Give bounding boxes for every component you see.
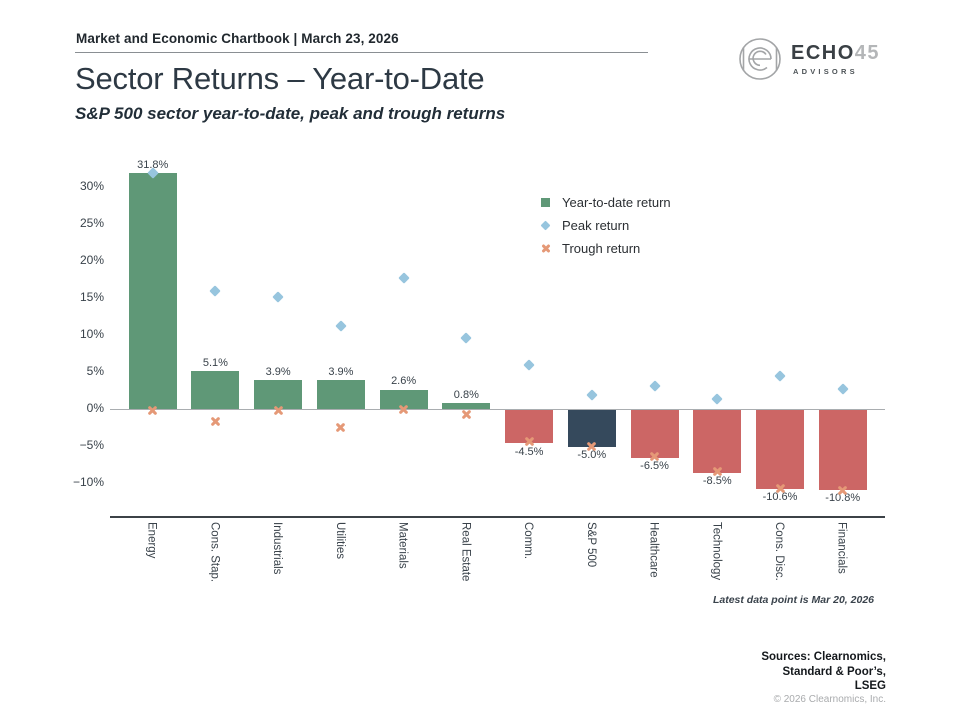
y-tick-0: 0% [86,401,104,416]
bar-value-label-materials: 2.6% [391,375,417,388]
bar-value-label-comm: -4.5% [514,445,544,458]
trough-marker-financials [837,485,848,496]
y-tick-−10: −10% [72,475,104,490]
bar-value-label-financials: -10.8% [825,492,861,505]
legend-item-trough: Trough return [541,237,671,260]
x-category-label-materials: Materials [396,522,409,569]
y-tick-10: 10% [79,327,104,341]
sources-line-2: Standard & Poor’s, [782,665,886,678]
x-category-label-s-p-500: S&P 500 [584,522,597,568]
logo-subtitle: ADVISORS [793,66,858,76]
logo-number: 45 [854,41,881,64]
bar-value-label-industrials: 3.9% [265,365,291,378]
x-category-label-utilities: Utilities [333,522,346,560]
legend-item-ytd: Year-to-date return [541,191,671,214]
legend-label-peak: Peak return [562,218,630,233]
bar-utilities [316,380,365,410]
bar-s-p-500 [567,410,616,448]
bar-value-label-healthcare: -6.5% [640,460,669,473]
trough-marker-s-p-500 [586,441,597,452]
latest-data-footnote: Latest data point is Mar 20, 2026 [712,594,874,606]
peak-marker-real-estate [460,332,473,344]
peak-marker-cons-disc [774,370,786,382]
trough-marker-energy [147,405,158,416]
legend-label-ytd: Year-to-date return [562,195,671,210]
x-category-label-cons-stap: Cons. Stap. [208,522,221,583]
trough-marker-healthcare [649,451,660,462]
bar-financials [818,410,867,491]
x-category-label-healthcare: Healthcare [647,522,660,578]
bar-cons-stap [191,371,240,410]
y-tick-25: 25% [79,215,104,230]
echo45-logo-icon [739,38,781,80]
bar-energy [128,173,177,410]
chartbook-header: Market and Economic Chartbook | March 23… [76,31,399,46]
peak-marker-cons-stap [209,285,222,297]
y-tick-15: 15% [79,289,104,304]
bar-materials [379,389,428,410]
legend-label-trough: Trough return [562,241,641,256]
copyright-text: © 2026 Clearnomics, Inc. [773,693,886,705]
sources-line-3: LSEG [854,680,886,692]
bar-value-label-cons-disc: -10.6% [762,490,798,503]
trough-marker-materials [398,404,409,415]
peak-marker-financials [837,383,849,395]
trough-marker-cons-stap [210,416,221,427]
sources-block: Sources: Clearnomics, Standard & Poor’s,… [761,650,886,707]
bar-industrials [254,380,303,410]
y-tick-20: 20% [79,252,104,267]
x-category-label-cons-disc: Cons. Disc. [773,522,785,581]
x-category-label-real-estate: Real Estate [459,522,472,582]
peak-marker-utilities [335,320,347,332]
x-category-label-financials: Financials [835,522,848,574]
legend-item-peak: Peak return [540,214,671,237]
peak-marker-industrials [272,291,284,303]
bar-value-label-utilities: 3.9% [328,365,354,378]
peak-diamond-icon [540,220,555,231]
sources-line-1: Sources: Clearnomics, [761,651,886,663]
x-axis-line [110,516,885,518]
peak-marker-materials [397,272,410,284]
logo-wordmark: ECHO45 [791,43,880,63]
x-category-label-comm: Comm. [522,522,535,560]
bar-value-label-cons-stap: 5.1% [202,356,228,369]
peak-marker-comm [523,359,535,371]
x-category-label-industrials: Industrials [271,522,284,575]
bar-healthcare [630,410,679,459]
bar-value-label-s-p-500: -5.0% [577,449,607,462]
bar-technology [693,410,742,474]
echo45-logo: ECHO45 ADVISORS [738,36,880,82]
trough-marker-industrials [273,405,284,416]
trough-marker-technology [712,466,723,477]
bar-value-label-technology: -8.5% [702,475,732,488]
header-divider [75,52,648,53]
bar-value-label-real-estate: 0.8% [453,388,479,401]
trough-marker-real-estate [461,409,472,420]
peak-marker-healthcare [648,380,661,392]
y-tick-−5: −5% [79,438,104,453]
bar-real-estate [442,403,491,410]
page-title: Sector Returns – Year-to-Date [75,61,485,96]
bar-cons-disc [756,410,804,489]
y-tick-5: 5% [86,364,104,379]
y-tick-30: 30% [79,178,104,193]
peak-marker-technology [711,393,723,405]
logo-text: ECHO45 ADVISORS [791,43,880,76]
trough-x-icon [541,243,555,254]
x-category-label-energy: Energy [145,522,158,559]
trough-marker-cons-disc [775,483,786,494]
x-category-label-technology: Technology [710,522,723,581]
peak-marker-s-p-500 [586,389,598,401]
trough-marker-utilities [335,422,346,433]
logo-name: ECHO [791,41,855,64]
zero-axis-line [110,409,885,410]
chart-legend: Year-to-date return Peak return Trough r… [540,191,671,260]
page-subtitle: S&P 500 sector year-to-date, peak and tr… [75,104,506,123]
bar-value-label-energy: 31.8% [137,158,169,171]
trough-marker-comm [524,436,535,447]
ytd-square-icon [541,198,555,207]
